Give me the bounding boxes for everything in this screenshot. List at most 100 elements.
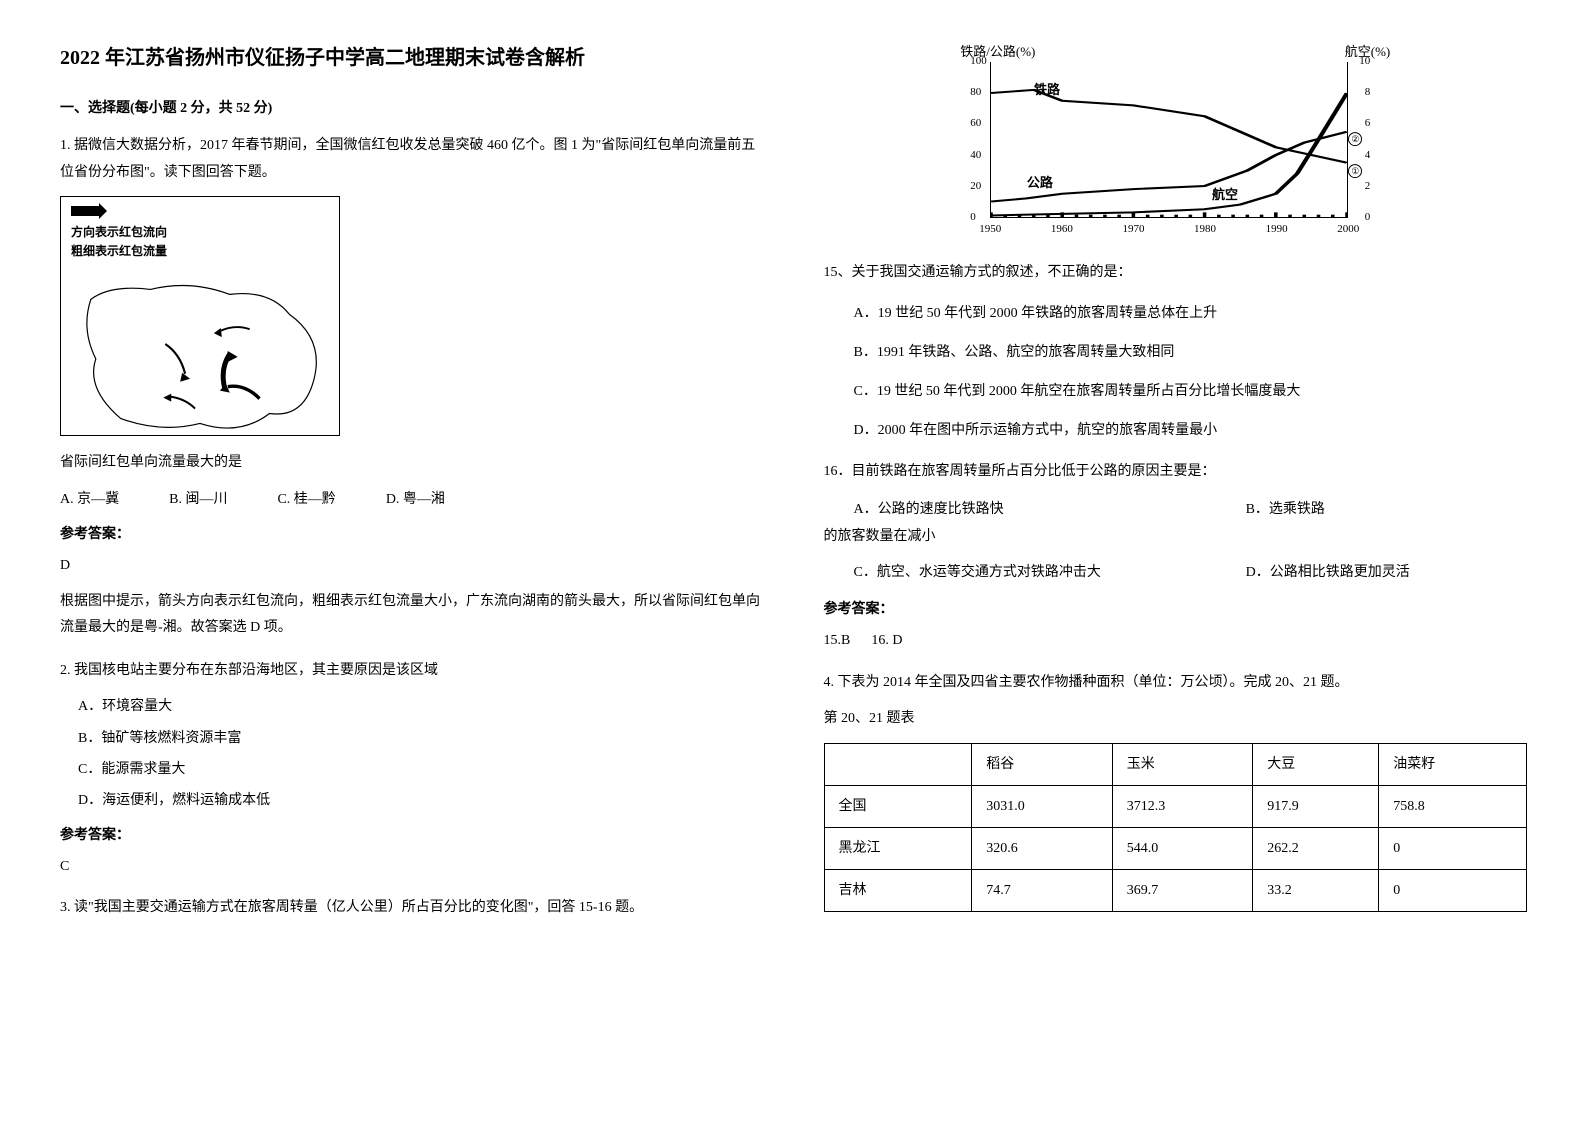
map-legend-line2: 粗细表示红包流量: [71, 244, 167, 258]
chart-right-tick: 10: [1359, 52, 1370, 72]
q16-stem: 16．目前铁路在旅客周转量所占百分比低于公路的原因主要是：: [824, 459, 1528, 486]
table-header-row: 稻谷 玉米 大豆 油菜籽: [824, 743, 1527, 785]
map-legend-line1: 方向表示红包流向: [71, 225, 167, 239]
table-cell: 3031.0: [972, 785, 1113, 827]
transport-chart: 铁路/公路(%) 航空(%): [950, 40, 1400, 240]
chart-left-tick: 80: [970, 83, 981, 103]
table-row: 吉林 74.7 369.7 33.2 0: [824, 870, 1527, 912]
table-cell: 3712.3: [1112, 785, 1253, 827]
chart-x-tick: 1980: [1194, 220, 1216, 240]
q2-ref-label: 参考答案：: [60, 823, 764, 848]
crop-table: 稻谷 玉米 大豆 油菜籽 全国 3031.0 3712.3 917.9 758.…: [824, 743, 1528, 913]
chart-x-tick: 1970: [1122, 220, 1144, 240]
table-cell: 758.8: [1379, 785, 1527, 827]
q16-opt-b-continuation: 的旅客数量在减小: [824, 524, 1528, 549]
q16-options-row2: C．航空、水运等交通方式对铁路冲击大 D．公路相比铁路更加灵活: [824, 559, 1528, 587]
table-body: 全国 3031.0 3712.3 917.9 758.8 黑龙江 320.6 5…: [824, 785, 1527, 912]
q16-opt-c: C．航空、水运等交通方式对铁路冲击大: [824, 559, 1246, 587]
q2-stem: 2. 我国核电站主要分布在东部沿海地区，其主要原因是该区域: [60, 658, 764, 685]
section-heading: 一、选择题(每小题 2 分，共 52 分): [60, 96, 764, 121]
table-cell: 33.2: [1253, 870, 1379, 912]
table-row: 全国 3031.0 3712.3 917.9 758.8: [824, 785, 1527, 827]
q16-opt-b: B．选乘铁路: [1246, 496, 1527, 524]
q15-stem: 15、关于我国交通运输方式的叙述，不正确的是：: [824, 260, 1528, 287]
chart-right-tick: 6: [1365, 114, 1371, 134]
q1-opt-b: B. 闽—川: [169, 487, 227, 512]
table-cell: 0: [1379, 828, 1527, 870]
table-cell: 74.7: [972, 870, 1113, 912]
q16-answers: 15.B 16. D: [824, 628, 1528, 653]
map-legend: 方向表示红包流向 粗细表示红包流量: [71, 203, 329, 261]
q15-opt-d: D．2000 年在图中所示运输方式中，航空的旅客周转量最小: [824, 418, 1528, 443]
q3-stem: 3. 读"我国主要交通运输方式在旅客周转量（亿人公里）所占百分比的变化图"，回答…: [60, 895, 764, 922]
q1-opt-a: A. 京—冀: [60, 487, 119, 512]
arrow-icon: [71, 206, 99, 216]
left-column: 2022 年江苏省扬州市仪征扬子中学高二地理期末试卷含解析 一、选择题(每小题 …: [60, 40, 764, 938]
chart-x-tick: 2000: [1337, 220, 1359, 240]
table-cell: 全国: [824, 785, 972, 827]
q2-opt-b: B．铀矿等核燃料资源丰富: [60, 726, 764, 751]
table-cell: 544.0: [1112, 828, 1253, 870]
table-cell: 369.7: [1112, 870, 1253, 912]
document-title: 2022 年江苏省扬州市仪征扬子中学高二地理期末试卷含解析: [60, 40, 764, 76]
q2-opt-d: D．海运便利，燃料运输成本低: [60, 788, 764, 813]
q1-sub: 省际间红包单向流量最大的是: [60, 450, 764, 477]
table-head: 稻谷 玉米 大豆 油菜籽: [824, 743, 1527, 785]
question-16: 16．目前铁路在旅客周转量所占百分比低于公路的原因主要是： A．公路的速度比铁路…: [824, 459, 1528, 653]
q16-ref-label: 参考答案：: [824, 597, 1528, 622]
q16-options-row1: A．公路的速度比铁路快 B．选乘铁路: [824, 496, 1528, 524]
table-row: 黑龙江 320.6 544.0 262.2 0: [824, 828, 1527, 870]
table-header-cell: [824, 743, 972, 785]
chart-right-tick: 2: [1365, 177, 1371, 197]
chart-right-tick: 0: [1365, 208, 1371, 228]
question-1: 1. 据微信大数据分析，2017 年春节期间，全国微信红包收发总量突破 460 …: [60, 133, 764, 642]
table-cell: 吉林: [824, 870, 972, 912]
question-2: 2. 我国核电站主要分布在东部沿海地区，其主要原因是该区域 A．环境容量大 B．…: [60, 658, 764, 880]
q4-stem: 4. 下表为 2014 年全国及四省主要农作物播种面积（单位：万公顷）。完成 2…: [824, 670, 1528, 697]
chart-right-circle: ②: [1348, 130, 1362, 150]
q16-opt-d: D．公路相比铁路更加灵活: [1246, 559, 1527, 587]
page-container: 2022 年江苏省扬州市仪征扬子中学高二地理期末试卷含解析 一、选择题(每小题 …: [60, 40, 1527, 938]
table-header-cell: 稻谷: [972, 743, 1113, 785]
q1-answer: D: [60, 553, 764, 578]
question-3: 3. 读"我国主要交通运输方式在旅客周转量（亿人公里）所占百分比的变化图"，回答…: [60, 895, 764, 922]
q4-table-caption: 第 20、21 题表: [824, 706, 1528, 733]
table-cell: 320.6: [972, 828, 1113, 870]
chart-left-tick: 0: [970, 208, 976, 228]
chart-left-tick: 60: [970, 114, 981, 134]
table-cell: 262.2: [1253, 828, 1379, 870]
table-header-cell: 油菜籽: [1379, 743, 1527, 785]
question-15: 15、关于我国交通运输方式的叙述，不正确的是： A．19 世纪 50 年代到 2…: [824, 260, 1528, 443]
chart-road-label: 公路: [1027, 171, 1053, 194]
table-cell: 917.9: [1253, 785, 1379, 827]
chart-x-tick: 1990: [1266, 220, 1288, 240]
chart-right-tick: 8: [1365, 83, 1371, 103]
q1-options: A. 京—冀 B. 闽—川 C. 桂—黔 D. 粤—湘: [60, 487, 764, 512]
q1-ref-label: 参考答案：: [60, 522, 764, 547]
chart-left-tick: 100: [970, 52, 987, 72]
map-svg: [71, 265, 329, 443]
chart-left-tick: 20: [970, 177, 981, 197]
question-4: 4. 下表为 2014 年全国及四省主要农作物播种面积（单位：万公顷）。完成 2…: [824, 670, 1528, 913]
chart-x-tick: 1950: [979, 220, 1001, 240]
q16-opt-a: A．公路的速度比铁路快: [824, 496, 1246, 524]
map-figure: 方向表示红包流向 粗细表示红包流量: [60, 196, 340, 436]
chart-x-tick: 1960: [1051, 220, 1073, 240]
q1-opt-c: C. 桂—黔: [277, 487, 335, 512]
q1-stem: 1. 据微信大数据分析，2017 年春节期间，全国微信红包收发总量突破 460 …: [60, 133, 764, 186]
q15-opt-c: C．19 世纪 50 年代到 2000 年航空在旅客周转量所占百分比增长幅度最大: [824, 379, 1528, 404]
right-column: 铁路/公路(%) 航空(%): [824, 40, 1528, 938]
q1-opt-d: D. 粤—湘: [386, 487, 445, 512]
q15-opt-b: B．1991 年铁路、公路、航空的旅客周转量大致相同: [824, 340, 1528, 365]
q2-opt-c: C．能源需求量大: [60, 757, 764, 782]
q15-opt-a: A．19 世纪 50 年代到 2000 年铁路的旅客周转量总体在上升: [824, 301, 1528, 326]
q1-explanation: 根据图中提示，箭头方向表示红包流向，粗细表示红包流量大小，广东流向湖南的箭头最大…: [60, 589, 764, 642]
chart-left-tick: 40: [970, 146, 981, 166]
table-header-cell: 玉米: [1112, 743, 1253, 785]
table-cell: 黑龙江: [824, 828, 972, 870]
q2-answer: C: [60, 854, 764, 879]
table-header-cell: 大豆: [1253, 743, 1379, 785]
map-outline: [71, 265, 329, 443]
chart-rail-label: 铁路: [1034, 78, 1060, 101]
chart-air-label: 航空: [1212, 183, 1238, 206]
